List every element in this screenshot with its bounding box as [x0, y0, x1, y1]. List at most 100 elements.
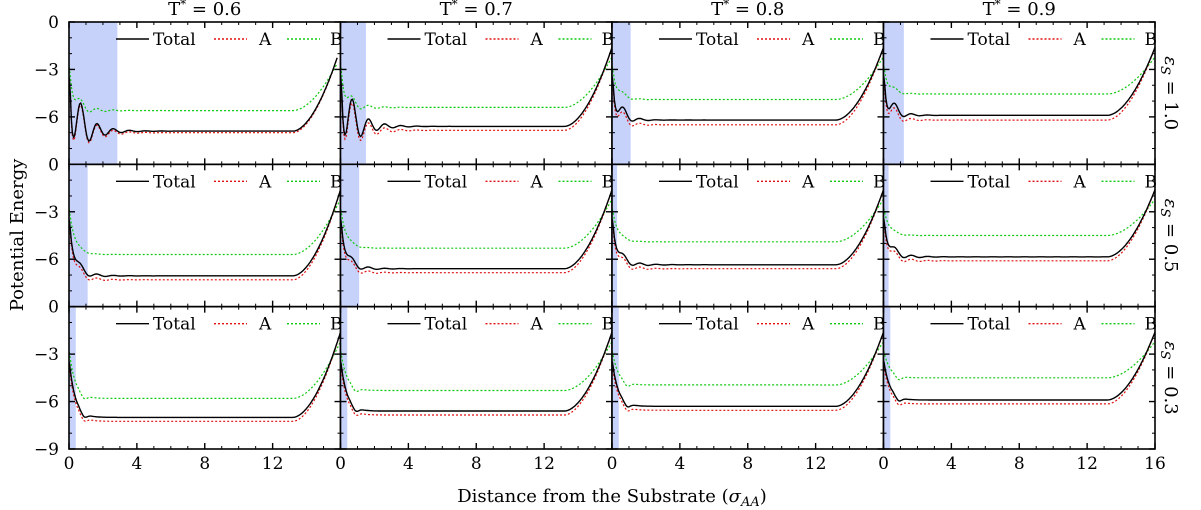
x-tick-label: 16	[1144, 454, 1166, 474]
legend-label-total: Total	[153, 30, 196, 50]
panel-frame	[339, 163, 613, 308]
series-line-total	[883, 189, 1156, 259]
series-line-b	[68, 341, 342, 400]
shaded-region	[612, 22, 631, 165]
shaded-region	[69, 306, 76, 449]
row-label: εS = 0.5	[1157, 199, 1181, 273]
legend-label-total: Total	[425, 172, 468, 192]
legend: Total A B	[387, 172, 615, 192]
panel-0-0: Total A B	[68, 21, 343, 166]
series-line-total	[883, 331, 1156, 402]
panel-0-1: Total A B	[339, 21, 614, 166]
shaded-region	[69, 164, 88, 307]
series-line-total	[340, 47, 613, 138]
panel-frame	[882, 305, 1156, 450]
series-line-a	[611, 331, 885, 412]
y-tick-label: −3	[34, 345, 59, 365]
series-line-a	[883, 189, 1156, 263]
legend-label-a: A	[801, 30, 815, 50]
shaded-region	[883, 22, 904, 165]
x-tick-label: 8	[742, 454, 753, 474]
panel-frame	[68, 163, 342, 308]
legend-label-b: B	[330, 30, 343, 50]
series-line-b	[883, 56, 1156, 95]
x-tick-label: 4	[946, 454, 957, 474]
legend-label-b: B	[602, 172, 615, 192]
x-tick-label: 4	[403, 454, 414, 474]
legend-label-total: Total	[968, 172, 1011, 192]
panel-frame	[611, 305, 885, 450]
legend-label-total: Total	[425, 30, 468, 50]
legend: Total A B	[387, 30, 614, 50]
panel-0-3: Total A B	[882, 21, 1157, 166]
legend-label-total: Total	[968, 30, 1011, 50]
legend-label-total: Total	[696, 172, 739, 192]
series-line-a	[611, 47, 885, 127]
x-tick-label: 4	[674, 454, 685, 474]
series-line-a	[883, 47, 1156, 122]
column-title: T* = 0.6	[168, 0, 241, 20]
legend-label-a: A	[258, 315, 272, 335]
legend: Total A B	[387, 315, 615, 335]
legend: Total A B	[930, 30, 1157, 50]
series-line-a	[68, 189, 342, 281]
x-tick-label: 12	[1076, 454, 1098, 474]
legend: Total A B	[659, 315, 886, 335]
panel-frame	[68, 305, 342, 450]
series-line-b	[611, 56, 885, 101]
legend-label-b: B	[873, 315, 886, 335]
panel-1-0: Total A B	[68, 163, 343, 308]
series-line-total	[68, 189, 342, 278]
legend: Total A B	[659, 172, 886, 192]
legend-label-a: A	[801, 315, 815, 335]
legend-label-b: B	[330, 172, 343, 192]
legend: Total A B	[930, 172, 1158, 192]
series-line-b	[611, 198, 885, 243]
panel-1-1: Total A B	[339, 163, 615, 308]
x-tick-label: 0	[335, 454, 346, 474]
series-line-total	[611, 47, 885, 122]
legend-label-a: A	[530, 30, 544, 50]
series-line-a	[68, 331, 342, 422]
series-line-total	[883, 47, 1156, 118]
panel-2-3: Total A B	[882, 305, 1157, 450]
series-line-total	[340, 189, 613, 270]
x-tick-label: 12	[262, 454, 284, 474]
panel-frame	[611, 21, 885, 166]
legend-label-a: A	[1073, 315, 1087, 335]
legend-label-total: Total	[696, 315, 739, 335]
panel-1-3: Total A B	[882, 163, 1158, 308]
legend-label-total: Total	[153, 315, 196, 335]
x-tick-label: 4	[131, 454, 142, 474]
column-title: T* = 0.7	[440, 0, 513, 20]
series-line-total	[340, 331, 613, 412]
series-line-total	[611, 189, 885, 267]
legend: Total A B	[930, 315, 1157, 335]
panel-frame	[339, 21, 613, 166]
shaded-region	[340, 164, 360, 307]
series-line-b	[68, 198, 342, 256]
y-tick-label: −6	[34, 393, 59, 413]
panel-frame	[339, 305, 613, 450]
legend-label-b: B	[873, 30, 886, 50]
series-line-total	[68, 57, 338, 142]
y-axis-label: Potential Energy	[7, 158, 28, 311]
legend-label-a: A	[801, 172, 815, 192]
legend-label-a: A	[258, 172, 272, 192]
series-line-a	[611, 189, 885, 270]
legend-label-b: B	[602, 315, 615, 335]
x-tick-label: 0	[64, 454, 75, 474]
x-axis-label: Distance from the Substrate (σAA)	[457, 486, 767, 510]
y-tick-label: −6	[34, 250, 59, 270]
column-title: T* = 0.8	[711, 0, 784, 20]
legend-label-b: B	[1145, 172, 1158, 192]
panel-grid: Total A B Total A B Total A B Total A B Total A B Total…	[34, 0, 1181, 474]
y-tick-label: 0	[48, 13, 59, 33]
legend-label-a: A	[1073, 30, 1087, 50]
legend-label-total: Total	[696, 30, 739, 50]
panel-0-2: Total A B	[611, 21, 886, 166]
legend-label-total: Total	[153, 172, 196, 192]
row-label: εS = 0.3	[1157, 341, 1181, 415]
series-line-total	[68, 331, 342, 419]
